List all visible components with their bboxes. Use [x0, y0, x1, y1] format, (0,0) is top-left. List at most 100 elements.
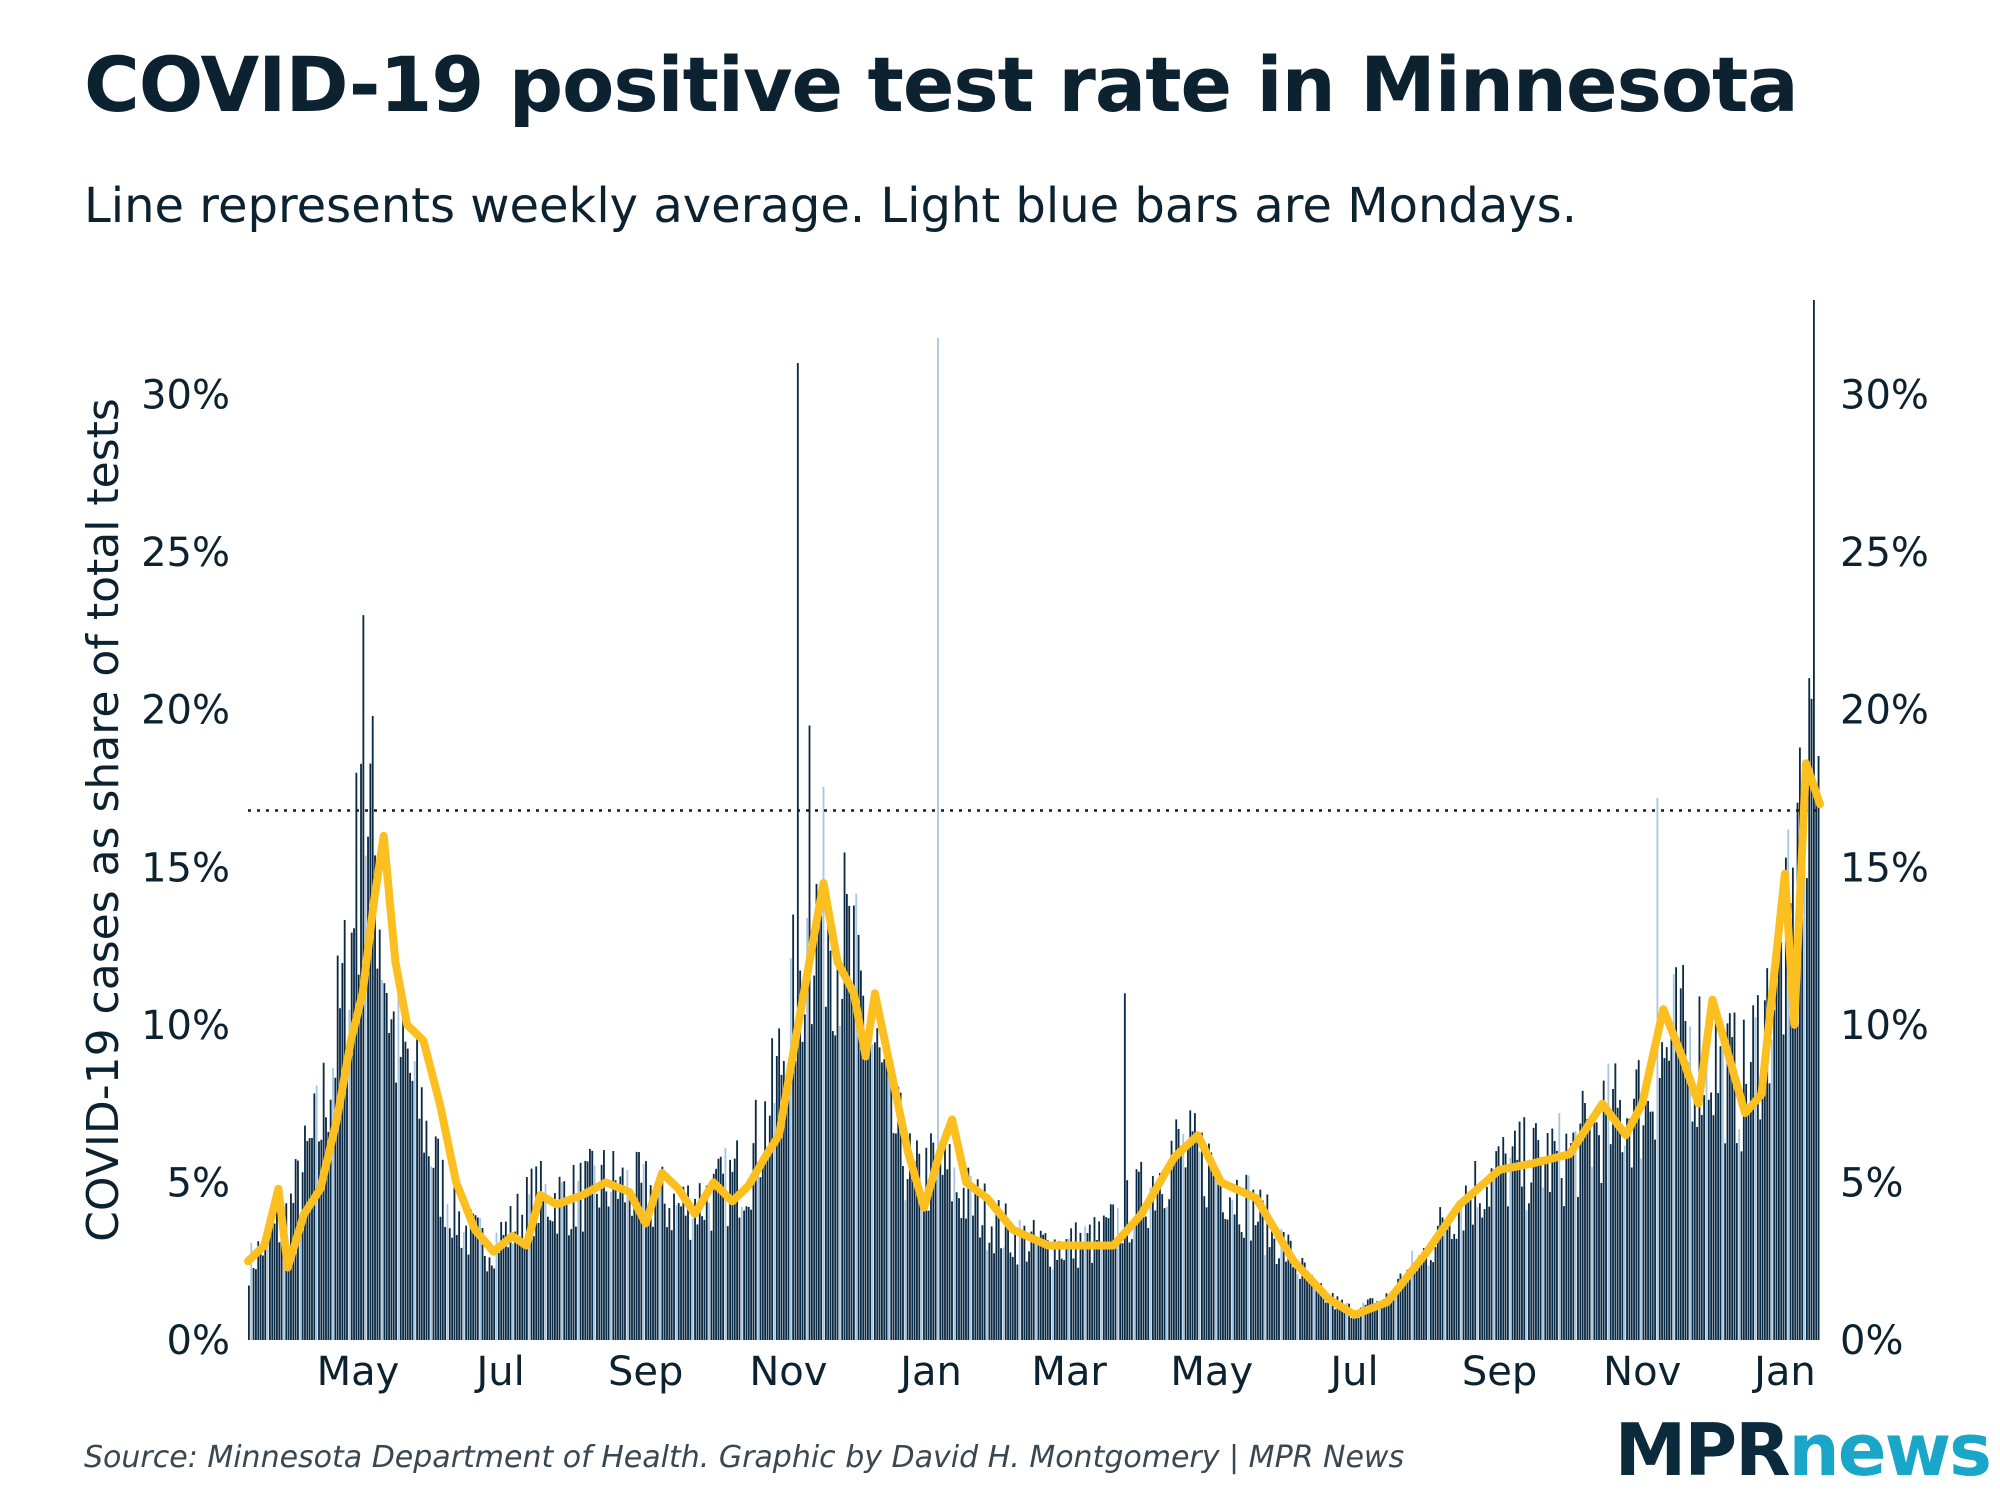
daily-bar — [551, 1221, 554, 1340]
daily-bar — [1801, 918, 1804, 1340]
daily-bar — [432, 1167, 435, 1340]
daily-bar — [603, 1150, 605, 1340]
daily-bar — [280, 1231, 283, 1340]
monday-bar — [348, 1009, 351, 1340]
daily-bar — [1063, 1260, 1066, 1340]
daily-bar — [1467, 1202, 1470, 1340]
daily-bar — [1196, 1139, 1199, 1340]
daily-bar — [745, 1206, 748, 1340]
daily-bar — [1172, 1154, 1175, 1340]
monday-bar — [593, 1165, 596, 1340]
daily-bar — [829, 950, 832, 1340]
daily-bar — [292, 1202, 295, 1340]
daily-bar — [1254, 1225, 1257, 1340]
daily-bar — [1261, 1200, 1264, 1340]
daily-bar — [1243, 1237, 1245, 1340]
daily-bar — [1044, 1233, 1047, 1340]
daily-bar — [1222, 1212, 1224, 1340]
daily-bar — [1156, 1190, 1159, 1340]
daily-bar — [600, 1164, 603, 1340]
daily-bar — [1572, 1132, 1575, 1340]
daily-bar — [831, 1031, 834, 1340]
daily-bar — [455, 1235, 458, 1340]
daily-bar — [1483, 1209, 1486, 1340]
daily-bar — [1380, 1303, 1383, 1340]
daily-bar — [911, 1157, 914, 1340]
daily-bar — [1413, 1262, 1416, 1340]
daily-bar — [556, 1233, 559, 1340]
daily-bar — [1081, 1247, 1084, 1340]
daily-bar — [1025, 1261, 1028, 1340]
daily-bar — [542, 1193, 545, 1340]
daily-bar — [1252, 1189, 1255, 1340]
daily-bar — [1028, 1251, 1030, 1340]
daily-bar — [490, 1265, 493, 1340]
daily-bar — [717, 1158, 720, 1340]
daily-bar — [1060, 1258, 1063, 1340]
daily-bar — [406, 1048, 409, 1340]
source-note: Source: Minnesota Department of Health. … — [84, 1440, 1405, 1475]
daily-bar — [465, 1225, 468, 1340]
daily-bar — [948, 1144, 951, 1340]
daily-bar — [1387, 1295, 1390, 1340]
daily-bar — [930, 1133, 932, 1340]
daily-bar — [1348, 1303, 1350, 1340]
daily-bar — [1217, 1183, 1220, 1340]
daily-bar — [1282, 1232, 1285, 1340]
y-tick-label-right: 15% — [1840, 845, 1929, 891]
daily-bar — [1177, 1128, 1180, 1340]
daily-bar — [297, 1160, 299, 1340]
daily-bar — [434, 1136, 437, 1340]
monday-bar — [1525, 1210, 1528, 1340]
monday-bar — [1394, 1295, 1397, 1340]
daily-bar — [374, 855, 376, 1340]
daily-bar — [1586, 1118, 1589, 1340]
daily-bar — [848, 905, 851, 1340]
daily-bar — [423, 1152, 426, 1340]
daily-bar — [958, 1198, 960, 1340]
daily-bar — [684, 1215, 687, 1340]
x-tick-label: Jul — [474, 1349, 525, 1395]
daily-bar — [418, 1118, 421, 1340]
daily-bar — [1168, 1199, 1171, 1340]
y-tick-label-right: 10% — [1840, 1003, 1929, 1049]
monday-bar — [642, 1163, 645, 1340]
daily-bar — [939, 1163, 942, 1340]
daily-bar — [1434, 1246, 1437, 1340]
daily-bar — [1712, 1115, 1715, 1340]
daily-bar — [1511, 1146, 1514, 1340]
daily-bar — [1642, 1125, 1645, 1340]
daily-bar — [1521, 1186, 1523, 1340]
y-tick-label-left: 30% — [141, 373, 230, 419]
monday-bar — [757, 1175, 760, 1340]
daily-bar — [1102, 1215, 1105, 1340]
daily-bar — [404, 1041, 407, 1340]
daily-bar — [1675, 967, 1677, 1340]
daily-bar — [1355, 1315, 1357, 1340]
daily-bar — [759, 1177, 762, 1340]
daily-bar — [815, 883, 818, 1340]
daily-bar — [1633, 1098, 1635, 1340]
daily-bar — [472, 1213, 475, 1340]
daily-bar — [605, 1191, 608, 1340]
monday-bar — [250, 1242, 253, 1340]
daily-bar — [1791, 867, 1794, 1340]
daily-bar — [1539, 1157, 1542, 1340]
daily-bar — [411, 1080, 414, 1340]
daily-bar — [1658, 1077, 1661, 1340]
daily-bar — [1359, 1307, 1362, 1340]
daily-bar — [1163, 1208, 1166, 1340]
daily-bar — [448, 1228, 451, 1340]
daily-bar — [1768, 1083, 1771, 1340]
daily-bar — [1455, 1238, 1458, 1340]
daily-bar — [1710, 1092, 1713, 1340]
daily-bar — [1009, 1252, 1012, 1340]
daily-bar — [1425, 1248, 1428, 1340]
daily-bar — [775, 1055, 778, 1340]
daily-bar — [654, 1198, 657, 1340]
daily-bar — [934, 1156, 937, 1340]
daily-bar — [507, 1247, 510, 1340]
daily-bar — [738, 1217, 741, 1340]
daily-bar — [276, 1209, 278, 1340]
daily-bar — [1042, 1234, 1044, 1340]
